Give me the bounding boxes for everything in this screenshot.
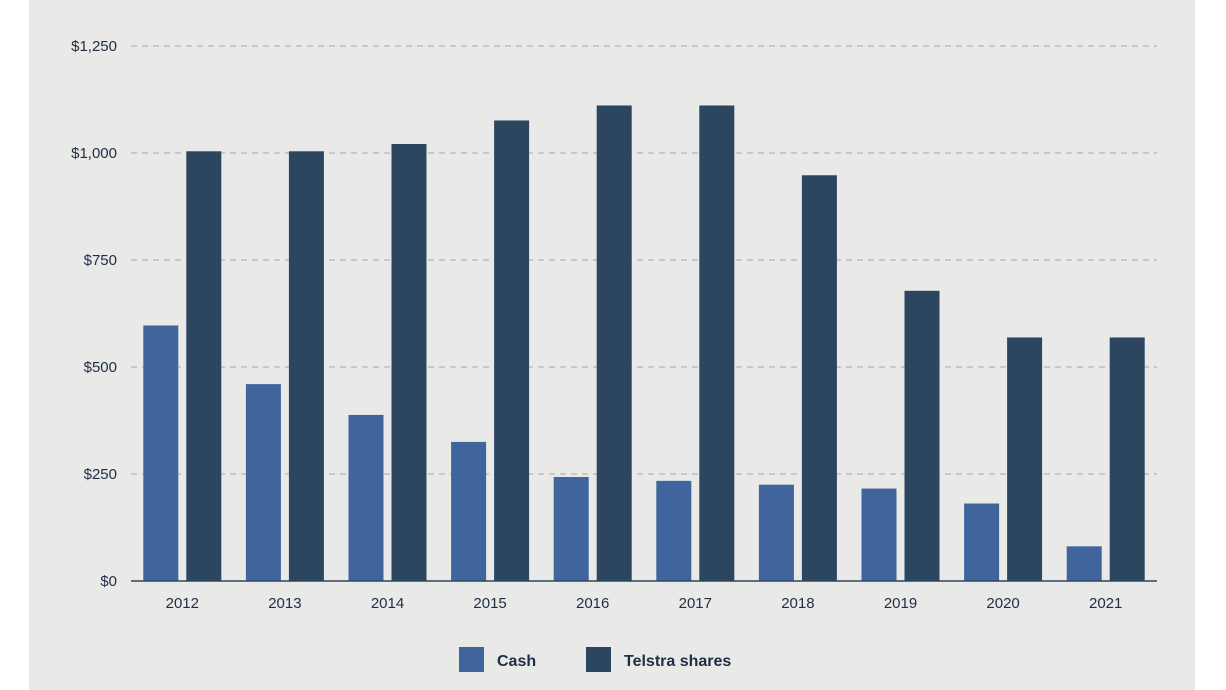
x-axis-ticks: 2012 2013 2014 2015 2016 2017 2018 2019 2020 2021	[131, 580, 1157, 612]
bar-telstra-shares-2019	[904, 290, 940, 581]
x-tick-label: 2021	[1089, 595, 1122, 612]
x-tick-label: 2015	[473, 595, 506, 612]
bar-cash-2014	[348, 414, 384, 581]
legend-swatch-cash	[459, 647, 484, 672]
y-axis-ticks: $0 $250 $500 $750 $1,000 $1,250	[71, 38, 117, 590]
x-tick-label: 2013	[268, 595, 301, 612]
chart-panel: $0 $250 $500 $750 $1,000 $1,250 2012 2013 2014 2…	[29, 0, 1195, 690]
x-tick-label: 2016	[576, 595, 609, 612]
bar-telstra-shares-2021	[1109, 337, 1145, 581]
bars	[143, 105, 1145, 582]
y-tick-label: $750	[84, 252, 117, 269]
legend-label: Cash	[497, 653, 536, 670]
y-tick-label: $1,250	[71, 38, 117, 55]
bar-telstra-shares-2018	[801, 175, 837, 582]
x-tick-label: 2017	[679, 595, 712, 612]
legend: Cash Telstra shares	[459, 647, 731, 672]
x-tick-label: 2012	[166, 595, 199, 612]
bar-cash-2013	[245, 384, 281, 581]
bar-telstra-shares-2020	[1007, 337, 1043, 581]
bar-telstra-shares-2016	[596, 105, 632, 581]
x-tick-label: 2019	[884, 595, 917, 612]
bar-cash-2021	[1066, 546, 1102, 581]
y-tick-label: $250	[84, 466, 117, 483]
bar-cash-2020	[964, 503, 1000, 581]
legend-swatch-telstra-shares	[586, 647, 611, 672]
bar-cash-2018	[758, 484, 794, 581]
legend-label: Telstra shares	[624, 653, 731, 670]
bar-cash-2012	[143, 325, 179, 581]
x-tick-label: 2014	[371, 595, 404, 612]
bar-telstra-shares-2015	[494, 120, 530, 582]
gridlines	[131, 45, 1157, 475]
bar-cash-2015	[451, 441, 487, 581]
y-tick-label: $0	[100, 573, 117, 590]
y-tick-label: $1,000	[71, 145, 117, 162]
bar-telstra-shares-2017	[699, 105, 735, 581]
bar-telstra-shares-2014	[391, 144, 427, 581]
y-tick-label: $500	[84, 359, 117, 376]
bar-chart: $0$250$500$750$1,000$1,250 2012 2013 2014 2…	[71, 38, 1157, 672]
bar-cash-2017	[656, 480, 692, 581]
bar-cash-2019	[861, 488, 897, 581]
x-tick-label: 2018	[781, 595, 814, 612]
x-tick-label: 2020	[986, 595, 1019, 612]
bar-telstra-shares-2013	[288, 151, 324, 581]
bar-telstra-shares-2012	[186, 151, 222, 581]
bar-cash-2016	[553, 476, 589, 581]
